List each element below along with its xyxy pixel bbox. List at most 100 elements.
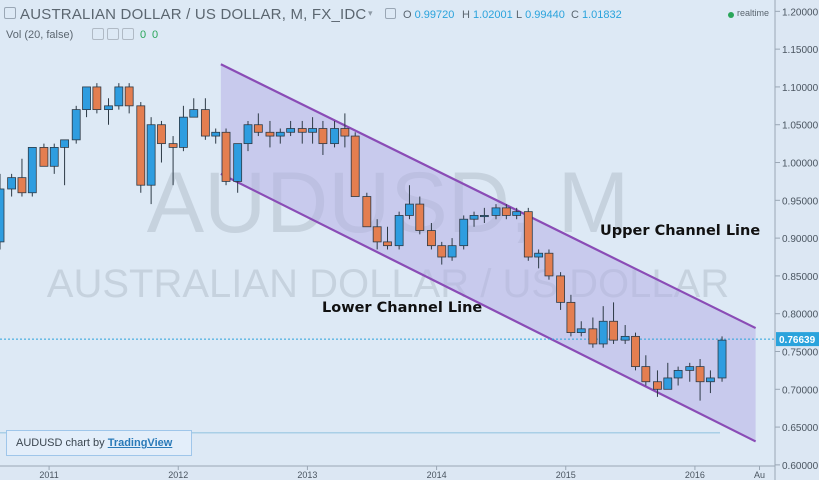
down-candle: [362, 192, 372, 228]
ohlc-open: O 0.99720: [403, 9, 455, 21]
hide-indicator-icon[interactable]: [92, 28, 104, 40]
down-candle: [544, 249, 554, 280]
upper-channel-label: Upper Channel Line: [600, 223, 760, 239]
close-icon[interactable]: [122, 28, 134, 40]
candle-body: [157, 124, 166, 145]
last-price-label: 0.76639: [779, 335, 816, 346]
up-candle: [146, 117, 156, 205]
candle-body: [415, 203, 425, 231]
volume-indicator-label[interactable]: Vol (20, false): [6, 29, 74, 41]
ohlc-low: L 0.99440: [516, 9, 565, 21]
time-tick-label: 2014: [427, 470, 447, 480]
time-tick-label: 2013: [297, 470, 317, 480]
candle-body: [179, 116, 188, 148]
realtime-label: realtime: [737, 8, 770, 18]
price-tick-label: 1.00000: [782, 159, 819, 170]
up-candle: [576, 321, 586, 337]
candle-body: [717, 339, 727, 379]
up-candle: [243, 120, 253, 152]
candle-body: [275, 131, 285, 137]
candle-body: [308, 128, 317, 133]
down-candle: [641, 355, 651, 386]
candle-body: [286, 128, 296, 133]
price-axis: 1.20000 1.15000 1.10000 1.05000 1.00000 0.950…: [775, 7, 819, 472]
up-candle: [211, 128, 221, 144]
down-candle: [297, 120, 307, 144]
time-tick-label: 2011: [39, 470, 58, 480]
candle-body: [49, 147, 59, 167]
up-candle: [104, 98, 113, 125]
candle-body: [641, 366, 651, 383]
down-candle: [415, 196, 425, 235]
price-axis-background: [775, 0, 819, 480]
candle-body: [437, 245, 447, 258]
candle-body: [405, 203, 414, 216]
down-candle: [501, 204, 511, 220]
candle-body: [479, 215, 489, 218]
time-tick-label: 2015: [556, 470, 576, 480]
up-candle: [685, 362, 695, 382]
price-tick-label: 0.90000: [782, 234, 819, 245]
candle-body: [330, 128, 339, 145]
candle-body: [576, 328, 586, 333]
candle-body: [383, 241, 392, 247]
up-candle: [189, 98, 199, 118]
candle-body: [318, 128, 328, 145]
candle-body: [189, 109, 199, 118]
down-candle: [221, 128, 231, 186]
settings-icon[interactable]: [107, 28, 119, 40]
candle-body: [620, 335, 630, 341]
down-candle: [39, 143, 49, 167]
candle-body: [534, 252, 544, 258]
time-axis-background: [0, 466, 775, 480]
up-candle: [0, 173, 5, 250]
up-candle: [491, 204, 501, 220]
up-candle: [7, 173, 17, 197]
candle-body: [27, 147, 37, 194]
chevron-down-icon[interactable]: ▾: [368, 8, 373, 18]
symbol-title[interactable]: AUSTRALIAN DOLLAR / US DOLLAR, M, FX_IDC: [20, 6, 367, 23]
candle-body: [60, 139, 69, 148]
candle-body: [17, 177, 27, 194]
candle-body: [566, 301, 576, 333]
up-candle: [49, 143, 59, 174]
candle-body: [685, 366, 695, 371]
down-candle: [609, 302, 618, 344]
volume-ma-value: 0: [152, 29, 159, 41]
candle-body: [631, 335, 640, 368]
price-tick-label: 0.80000: [782, 310, 819, 321]
ohlc-close: C 1.01832: [571, 9, 622, 21]
candle-body: [598, 320, 608, 345]
candle-body: [265, 131, 275, 137]
symbol-square-icon[interactable]: [4, 7, 16, 19]
up-candle: [233, 143, 243, 193]
up-candle: [179, 105, 188, 152]
candle-body: [71, 109, 81, 141]
up-candle: [60, 139, 69, 186]
up-candle: [114, 83, 124, 110]
ohlc-high: H 1.02001: [462, 9, 513, 21]
realtime-dot-icon: [728, 12, 734, 18]
down-candle: [200, 98, 210, 140]
down-candle: [318, 120, 328, 155]
up-candle: [275, 128, 285, 144]
candle-body: [350, 135, 360, 197]
up-candle: [82, 86, 91, 118]
candle-body: [221, 131, 231, 182]
candle-body: [588, 328, 598, 345]
candle-body: [469, 215, 479, 220]
down-candle: [168, 136, 178, 186]
time-axis: 2011 2012 2013 2014 2015 2016 Au: [39, 466, 765, 480]
up-candle: [308, 117, 317, 144]
tradingview-link[interactable]: TradingView: [107, 437, 173, 449]
candle-body: [136, 105, 146, 186]
hide-square-icon[interactable]: [385, 8, 396, 19]
candle-body: [491, 207, 501, 216]
candle-body: [663, 377, 673, 390]
price-tick-label: 0.70000: [782, 385, 819, 396]
candle-body: [512, 211, 522, 216]
candle-body: [523, 211, 533, 258]
volume-value: 0: [140, 29, 147, 41]
